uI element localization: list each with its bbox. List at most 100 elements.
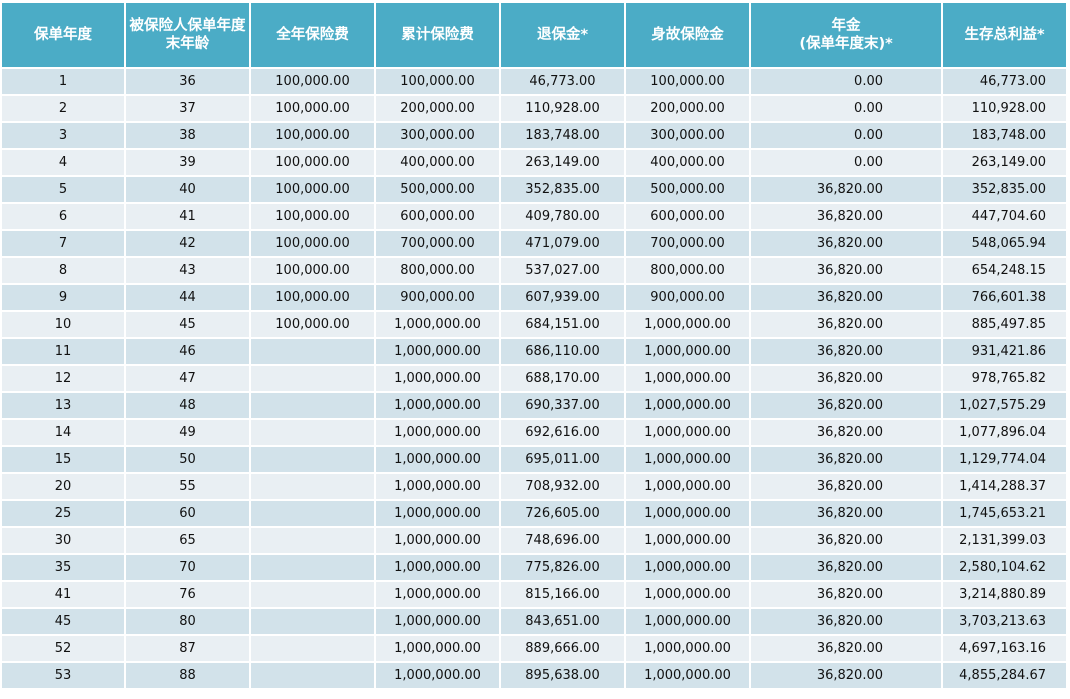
cell-surrender-value: 688,170.00 bbox=[501, 366, 624, 391]
cell-total-survival-benefit: 3,703,213.63 bbox=[943, 609, 1066, 634]
cell-cumulative-premium: 1,000,000.00 bbox=[376, 555, 499, 580]
cell-cumulative-premium: 200,000.00 bbox=[376, 96, 499, 121]
cell-surrender-value: 889,666.00 bbox=[501, 636, 624, 661]
cell-annuity: 0.00 bbox=[751, 150, 941, 175]
table-row: 5 40 100,000.00 500,000.00 352,835.00 500,000… bbox=[2, 177, 1066, 202]
cell-death-benefit: 1,000,000.00 bbox=[626, 447, 749, 472]
cell-policy-year: 3 bbox=[2, 123, 124, 148]
cell-insured-age: 36 bbox=[126, 69, 249, 94]
cell-cumulative-premium: 600,000.00 bbox=[376, 204, 499, 229]
cell-cumulative-premium: 1,000,000.00 bbox=[376, 312, 499, 337]
cell-annual-premium: 100,000.00 bbox=[251, 69, 374, 94]
cell-death-benefit: 100,000.00 bbox=[626, 69, 749, 94]
header-policy-year: 保单年度 bbox=[2, 3, 124, 67]
cell-policy-year: 6 bbox=[2, 204, 124, 229]
cell-policy-year: 4 bbox=[2, 150, 124, 175]
cell-policy-year: 11 bbox=[2, 339, 124, 364]
cell-death-benefit: 1,000,000.00 bbox=[626, 636, 749, 661]
cell-surrender-value: 263,149.00 bbox=[501, 150, 624, 175]
cell-surrender-value: 815,166.00 bbox=[501, 582, 624, 607]
cell-annuity: 36,820.00 bbox=[751, 609, 941, 634]
cell-annual-premium: 100,000.00 bbox=[251, 150, 374, 175]
cell-annual-premium: 100,000.00 bbox=[251, 204, 374, 229]
cell-cumulative-premium: 1,000,000.00 bbox=[376, 474, 499, 499]
cell-surrender-value: 843,651.00 bbox=[501, 609, 624, 634]
cell-policy-year: 7 bbox=[2, 231, 124, 256]
cell-cumulative-premium: 1,000,000.00 bbox=[376, 393, 499, 418]
table-row: 9 44 100,000.00 900,000.00 607,939.00 900,000… bbox=[2, 285, 1066, 310]
cell-policy-year: 9 bbox=[2, 285, 124, 310]
cell-annuity: 36,820.00 bbox=[751, 636, 941, 661]
cell-surrender-value: 352,835.00 bbox=[501, 177, 624, 202]
cell-annual-premium bbox=[251, 636, 374, 661]
cell-death-benefit: 300,000.00 bbox=[626, 123, 749, 148]
cell-annual-premium bbox=[251, 528, 374, 553]
table-row: 7 42 100,000.00 700,000.00 471,079.00 700,000… bbox=[2, 231, 1066, 256]
cell-surrender-value: 895,638.00 bbox=[501, 663, 624, 688]
cell-annuity: 36,820.00 bbox=[751, 555, 941, 580]
cell-insured-age: 46 bbox=[126, 339, 249, 364]
table-row: 52 87 1,000,000.00 889,666.00 1,000,000.00 36… bbox=[2, 636, 1066, 661]
cell-total-survival-benefit: 447,704.60 bbox=[943, 204, 1066, 229]
cell-surrender-value: 686,110.00 bbox=[501, 339, 624, 364]
cell-annuity: 36,820.00 bbox=[751, 366, 941, 391]
header-insured-age: 被保险人保单年度末年龄 bbox=[126, 3, 249, 67]
cell-insured-age: 48 bbox=[126, 393, 249, 418]
cell-total-survival-benefit: 885,497.85 bbox=[943, 312, 1066, 337]
cell-death-benefit: 600,000.00 bbox=[626, 204, 749, 229]
cell-total-survival-benefit: 1,129,774.04 bbox=[943, 447, 1066, 472]
cell-annual-premium: 100,000.00 bbox=[251, 177, 374, 202]
cell-annual-premium: 100,000.00 bbox=[251, 285, 374, 310]
cell-cumulative-premium: 1,000,000.00 bbox=[376, 636, 499, 661]
cell-death-benefit: 1,000,000.00 bbox=[626, 501, 749, 526]
cell-death-benefit: 900,000.00 bbox=[626, 285, 749, 310]
cell-cumulative-premium: 1,000,000.00 bbox=[376, 420, 499, 445]
header-surrender-value: 退保金* bbox=[501, 3, 624, 67]
cell-annuity: 0.00 bbox=[751, 96, 941, 121]
table-row: 35 70 1,000,000.00 775,826.00 1,000,000.00 36… bbox=[2, 555, 1066, 580]
cell-death-benefit: 1,000,000.00 bbox=[626, 663, 749, 688]
cell-policy-year: 2 bbox=[2, 96, 124, 121]
table-row: 25 60 1,000,000.00 726,605.00 1,000,000.00 36… bbox=[2, 501, 1066, 526]
cell-policy-year: 15 bbox=[2, 447, 124, 472]
cell-cumulative-premium: 1,000,000.00 bbox=[376, 609, 499, 634]
cell-death-benefit: 400,000.00 bbox=[626, 150, 749, 175]
table-row: 13 48 1,000,000.00 690,337.00 1,000,000.00 36… bbox=[2, 393, 1066, 418]
table-row: 12 47 1,000,000.00 688,170.00 1,000,000.00 36… bbox=[2, 366, 1066, 391]
cell-cumulative-premium: 1,000,000.00 bbox=[376, 447, 499, 472]
cell-insured-age: 41 bbox=[126, 204, 249, 229]
cell-total-survival-benefit: 2,580,104.62 bbox=[943, 555, 1066, 580]
cell-surrender-value: 684,151.00 bbox=[501, 312, 624, 337]
cell-annuity: 36,820.00 bbox=[751, 474, 941, 499]
cell-annual-premium bbox=[251, 393, 374, 418]
cell-surrender-value: 726,605.00 bbox=[501, 501, 624, 526]
cell-policy-year: 30 bbox=[2, 528, 124, 553]
cell-total-survival-benefit: 1,745,653.21 bbox=[943, 501, 1066, 526]
cell-policy-year: 8 bbox=[2, 258, 124, 283]
cell-total-survival-benefit: 4,697,163.16 bbox=[943, 636, 1066, 661]
header-row: 保单年度 被保险人保单年度末年龄 全年保险费 累计保险费 退保金* 身故保险金 年金 (保单年… bbox=[2, 3, 1066, 67]
cell-annuity: 36,820.00 bbox=[751, 393, 941, 418]
cell-cumulative-premium: 1,000,000.00 bbox=[376, 582, 499, 607]
table-row: 20 55 1,000,000.00 708,932.00 1,000,000.00 36… bbox=[2, 474, 1066, 499]
cell-policy-year: 52 bbox=[2, 636, 124, 661]
cell-insured-age: 55 bbox=[126, 474, 249, 499]
cell-total-survival-benefit: 548,065.94 bbox=[943, 231, 1066, 256]
cell-total-survival-benefit: 978,765.82 bbox=[943, 366, 1066, 391]
cell-insured-age: 37 bbox=[126, 96, 249, 121]
cell-annuity: 36,820.00 bbox=[751, 177, 941, 202]
cell-insured-age: 42 bbox=[126, 231, 249, 256]
cell-cumulative-premium: 300,000.00 bbox=[376, 123, 499, 148]
cell-insured-age: 76 bbox=[126, 582, 249, 607]
cell-annual-premium bbox=[251, 501, 374, 526]
cell-total-survival-benefit: 263,149.00 bbox=[943, 150, 1066, 175]
cell-total-survival-benefit: 2,131,399.03 bbox=[943, 528, 1066, 553]
cell-annual-premium bbox=[251, 474, 374, 499]
table-row: 15 50 1,000,000.00 695,011.00 1,000,000.00 36… bbox=[2, 447, 1066, 472]
cell-cumulative-premium: 1,000,000.00 bbox=[376, 663, 499, 688]
cell-surrender-value: 607,939.00 bbox=[501, 285, 624, 310]
cell-annual-premium bbox=[251, 366, 374, 391]
cell-annuity: 36,820.00 bbox=[751, 339, 941, 364]
cell-cumulative-premium: 1,000,000.00 bbox=[376, 339, 499, 364]
